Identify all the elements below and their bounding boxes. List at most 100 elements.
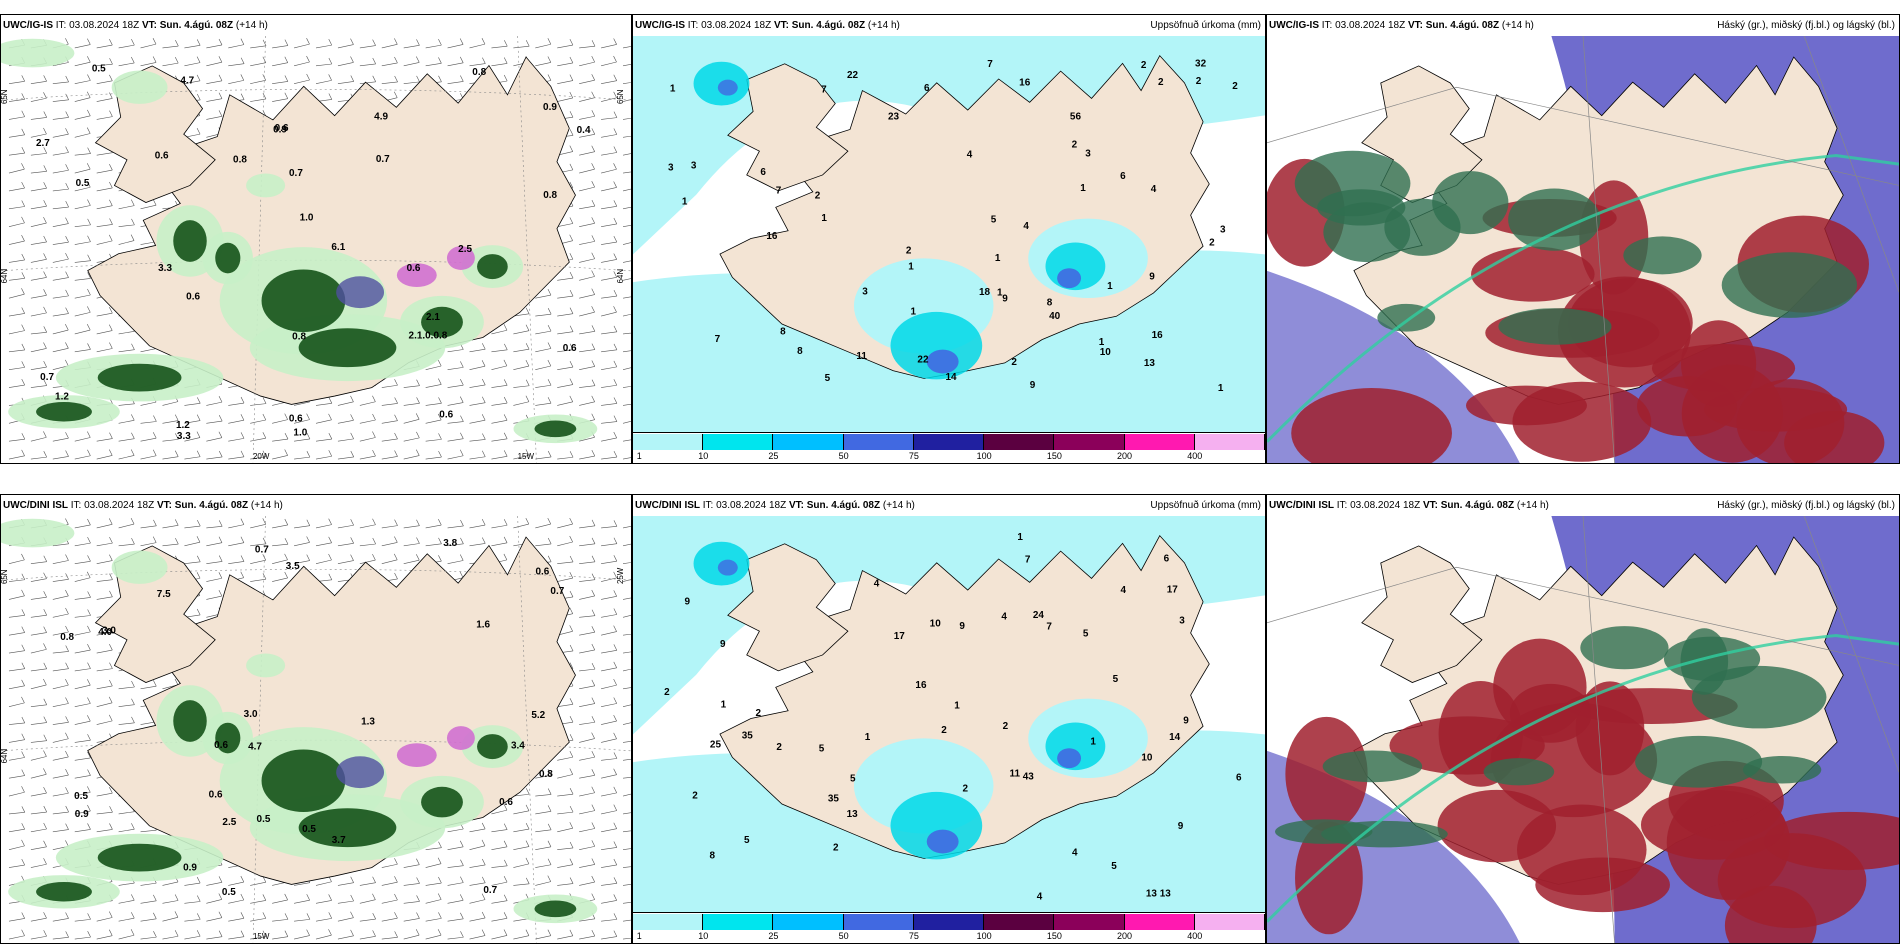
wind-barb bbox=[601, 271, 618, 281]
wind-barb bbox=[118, 538, 135, 547]
pink-field bbox=[446, 726, 475, 750]
wind-barb bbox=[74, 163, 91, 174]
wind-barb bbox=[601, 804, 618, 815]
wind-barb bbox=[579, 626, 596, 636]
colorbar-swatch bbox=[984, 914, 1055, 930]
high-cloud-field bbox=[1321, 820, 1448, 848]
wind-barb bbox=[579, 145, 595, 156]
wind-barb bbox=[184, 555, 201, 564]
wind-barb bbox=[8, 110, 25, 120]
high-cloud-field bbox=[1623, 236, 1702, 275]
dark-field bbox=[534, 900, 577, 918]
wind-barb bbox=[294, 432, 311, 442]
wind-barb bbox=[579, 449, 596, 460]
wind-value-label: 3.3 bbox=[158, 263, 172, 274]
precip-value-label: 11 bbox=[1010, 769, 1021, 780]
precip-value-label: 5 bbox=[1111, 861, 1117, 872]
precip-map[interactable]: 9 7 8 6 6 2 2 1 1 8 7 3 2 1 1 2 1 2 1 4 1 9 5 10 4 3 16 7 14 23 40 32 56… bbox=[633, 36, 1265, 433]
wind-barb bbox=[359, 395, 376, 406]
wind-value-label: 0.6 bbox=[289, 414, 303, 425]
wind-barb bbox=[228, 536, 245, 547]
wind-barb bbox=[250, 397, 267, 406]
latitude-label: 64N bbox=[1, 269, 9, 284]
wind-barb bbox=[557, 378, 574, 388]
wind-barb bbox=[622, 171, 631, 174]
cloud-map[interactable] bbox=[1267, 36, 1899, 463]
wind-barb bbox=[491, 57, 508, 67]
wind-barb bbox=[118, 39, 135, 49]
precip-value-label: 9 bbox=[1149, 271, 1155, 282]
wind-barb bbox=[359, 413, 376, 424]
precip-field bbox=[890, 311, 983, 380]
wind-barb bbox=[491, 840, 508, 850]
wind-barb bbox=[52, 589, 69, 600]
wind-barb bbox=[30, 200, 47, 210]
wind-value-label: 0.5 bbox=[74, 791, 88, 802]
wind-barb bbox=[30, 912, 47, 922]
wind-barb bbox=[469, 911, 486, 922]
wind-value-label: 3.3 bbox=[177, 431, 191, 442]
wind-barb bbox=[294, 73, 310, 84]
wind-map[interactable]: 0.6 0.5 0.6 0.5 0.5 0.7 0.6 0.8 3.5 0.8 0.5 4.7 4.0 3… bbox=[1, 516, 631, 943]
precip-value-label: 6 bbox=[1236, 773, 1242, 784]
wind-barb bbox=[425, 397, 442, 406]
precip-map[interactable]: 13 13 35 11 9 9 9 5 5 5 10 7 5 13 4 2 2 1 1 2 8 6 9 5 6 9 1 2 2 16 17… bbox=[633, 516, 1265, 913]
init-time: 03.08.2024 18Z bbox=[1350, 500, 1421, 511]
cloud-map[interactable] bbox=[1267, 516, 1899, 943]
wind-barb bbox=[447, 56, 464, 67]
wind-barb bbox=[52, 307, 69, 317]
dark-field bbox=[97, 843, 182, 872]
dark-field bbox=[97, 363, 182, 392]
precip-value-label: 4 bbox=[1023, 221, 1029, 232]
wind-map[interactable]: 0.7 0.6 1.0 0.6 0.6 0.7 0.4 0.5 0.8 0.7 0.6 0.5 0.6 6… bbox=[1, 36, 631, 463]
wind-barb bbox=[52, 625, 69, 636]
precip-value-label: 7 bbox=[1046, 622, 1052, 633]
panel-cloud-igis: UWC/IG-IS IT: 03.08.2024 18Z VT: Sun. 4.… bbox=[1266, 14, 1900, 464]
wind-barb bbox=[622, 332, 631, 335]
wind-barb bbox=[30, 626, 47, 636]
wind-barb bbox=[206, 415, 223, 424]
wind-barb bbox=[535, 359, 552, 370]
intense-field bbox=[336, 756, 385, 789]
wind-barb bbox=[557, 272, 574, 281]
wind-barb bbox=[30, 768, 47, 779]
wind-barb bbox=[557, 517, 573, 529]
wind-value-label: 0.7 bbox=[40, 372, 54, 383]
wind-barb bbox=[579, 91, 595, 102]
wind-barb bbox=[250, 39, 267, 49]
wind-barb bbox=[425, 841, 442, 850]
wind-barb bbox=[184, 536, 201, 547]
wind-barb bbox=[579, 270, 595, 281]
wind-barb bbox=[557, 307, 574, 317]
wind-barb bbox=[96, 537, 113, 547]
colorbar: 1 10 25 50 75 100 150 200 400 bbox=[633, 432, 1265, 463]
wind-barb bbox=[381, 858, 398, 868]
wind-barb bbox=[250, 92, 267, 102]
wind-value-label: 0.6 bbox=[563, 343, 577, 354]
precip-value-label: 16 bbox=[1152, 330, 1164, 341]
wind-barb bbox=[52, 607, 69, 618]
wind-barb bbox=[184, 519, 201, 529]
precip-value-label: 13 13 bbox=[1146, 888, 1171, 899]
wind-value-label: 0.8 bbox=[472, 67, 486, 78]
wind-barb bbox=[250, 56, 267, 67]
wind-barb bbox=[140, 519, 157, 529]
wind-barb bbox=[30, 75, 47, 84]
wind-barb bbox=[535, 805, 552, 815]
wind-barb bbox=[162, 39, 179, 49]
wind-barb bbox=[74, 518, 91, 529]
wind-barb bbox=[8, 839, 25, 850]
wind-barb bbox=[622, 579, 631, 582]
colorbar-tick-label: 10 bbox=[698, 931, 709, 941]
wind-barb bbox=[52, 323, 69, 335]
wind-barb bbox=[557, 91, 574, 102]
colorbar-swatch bbox=[1194, 914, 1265, 930]
precip-value-label: 3 bbox=[691, 160, 697, 171]
wind-barb bbox=[8, 216, 25, 227]
wind-value-label: 0.8 bbox=[292, 331, 306, 342]
wind-value-label: 1.0 bbox=[300, 213, 314, 224]
colorbar-tick-label: 50 bbox=[838, 451, 849, 461]
wind-value-label: 0.9 bbox=[543, 102, 557, 113]
wind-value-label: 0.6 bbox=[214, 740, 228, 751]
high-cloud-edge bbox=[1267, 154, 1899, 443]
